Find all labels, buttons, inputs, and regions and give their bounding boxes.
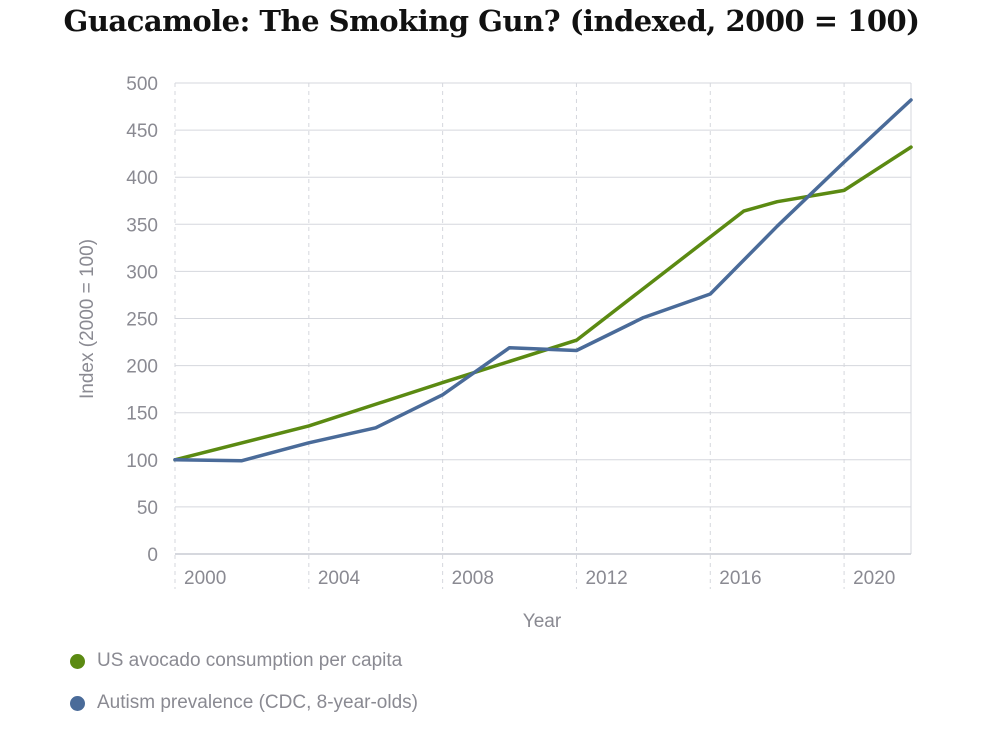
series-line-0[interactable]	[173, 145, 913, 462]
series-line-1[interactable]	[173, 98, 913, 463]
x-tick-label: 2012	[585, 568, 627, 589]
series-lines	[173, 98, 913, 463]
x-axis-ticks: 2000 2004 2008 2012 2016 2020	[184, 568, 895, 589]
y-tick-label: 0	[147, 545, 158, 566]
y-tick-label: 300	[126, 262, 158, 283]
y-tick-label: 350	[126, 215, 158, 236]
y-tick-label: 500	[126, 74, 158, 95]
legend-item-avocado[interactable]: US avocado consumption per capita	[70, 640, 418, 682]
x-tick-label: 2000	[184, 568, 226, 589]
legend-marker	[70, 653, 85, 669]
legend-label: Autism prevalence (CDC, 8-year-olds)	[97, 692, 418, 713]
y-axis-label: Index (2000 = 100)	[77, 239, 98, 399]
y-tick-label: 250	[126, 310, 158, 331]
legend-item-autism[interactable]: Autism prevalence (CDC, 8-year-olds)	[70, 682, 418, 724]
y-tick-label: 400	[126, 168, 158, 189]
chart-title: Guacamole: The Smoking Gun? (indexed, 20…	[63, 4, 920, 38]
x-tick-label: 2008	[452, 568, 494, 589]
x-tick-label: 2020	[853, 568, 895, 589]
x-tick-label: 2004	[318, 568, 361, 589]
legend-marker	[70, 695, 85, 711]
y-tick-label: 200	[126, 357, 158, 378]
y-axis-ticks: 0 50 100 150 200 250 300 350 400 450 500	[126, 74, 158, 566]
x-tick-label: 2016	[719, 568, 761, 589]
legend: US avocado consumption per capita Autism…	[70, 640, 418, 724]
grid	[174, 82, 912, 589]
y-tick-label: 50	[137, 498, 158, 519]
y-tick-label: 450	[126, 121, 158, 142]
legend-label: US avocado consumption per capita	[97, 650, 403, 671]
x-axis-label: Year	[523, 611, 562, 632]
y-tick-label: 150	[126, 404, 158, 425]
y-tick-label: 100	[126, 451, 158, 472]
